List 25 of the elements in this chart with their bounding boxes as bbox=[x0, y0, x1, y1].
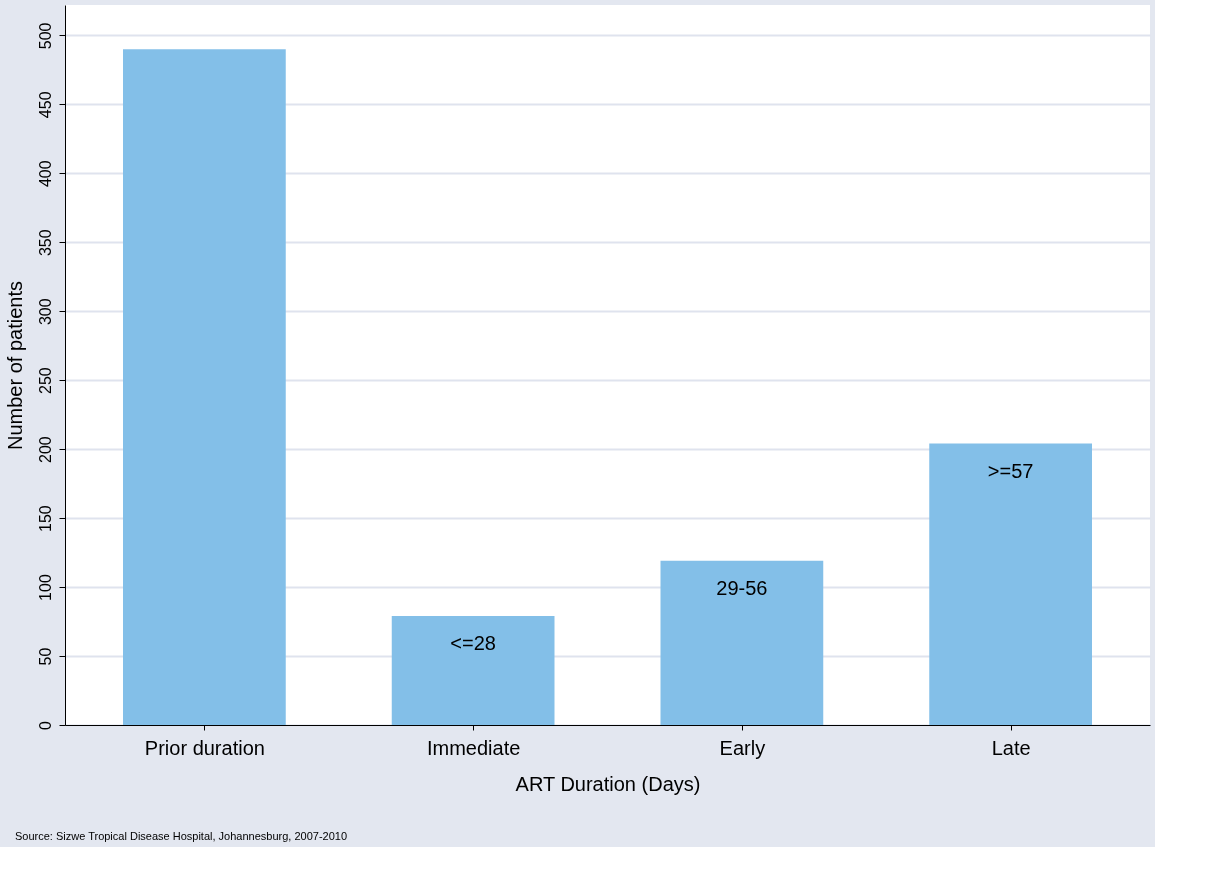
x-tick-label: Immediate bbox=[426, 736, 521, 759]
source-note: Source: Sizwe Tropical Disease Hospital, Johannesburg, 2007-2010 bbox=[15, 830, 348, 842]
y-tick-label: 250 bbox=[36, 367, 54, 395]
y-tick-label: 350 bbox=[36, 229, 54, 257]
data-label: >=57 bbox=[987, 459, 1034, 482]
bar bbox=[123, 49, 286, 725]
y-tick-label: 100 bbox=[36, 574, 54, 601]
y-tick-label: 200 bbox=[36, 436, 54, 463]
data-label: 29-56 bbox=[716, 576, 768, 599]
y-tick-label: 450 bbox=[36, 91, 54, 119]
y-tick-label: 400 bbox=[36, 160, 54, 188]
x-tick-label: Early bbox=[719, 736, 766, 759]
bar bbox=[929, 443, 1092, 725]
bar bbox=[660, 560, 824, 725]
y-tick-label: 0 bbox=[36, 720, 54, 730]
y-tick-label: 50 bbox=[36, 647, 54, 666]
y-tick-label: 500 bbox=[36, 22, 54, 50]
x-tick-label: Late bbox=[991, 736, 1031, 759]
data-label: <=28 bbox=[450, 632, 496, 655]
y-tick-label: 150 bbox=[36, 505, 54, 532]
x-axis-title: ART Duration (Days) bbox=[515, 772, 701, 795]
bar bbox=[391, 616, 555, 725]
y-tick-label: 300 bbox=[36, 298, 54, 326]
x-tick-label: Prior duration bbox=[144, 736, 265, 759]
y-axis-title: Number of patients bbox=[3, 281, 26, 450]
